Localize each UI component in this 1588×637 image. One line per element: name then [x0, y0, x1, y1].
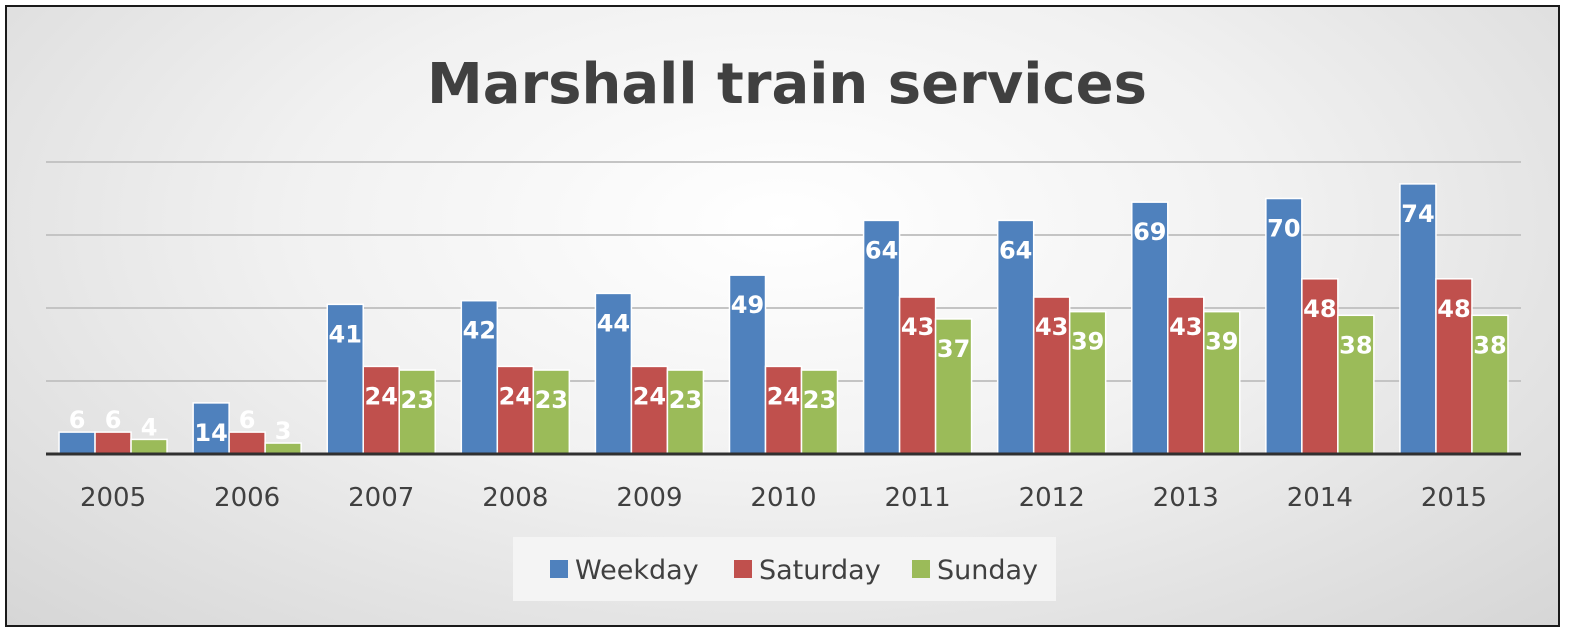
bar-sunday-2009	[666, 369, 705, 455]
bar-sunday-2014	[1337, 314, 1375, 455]
data-label-saturday-2010: 24	[767, 382, 800, 410]
data-label-weekday-2005: 6	[69, 406, 86, 434]
bar-weekday-2008	[460, 299, 499, 455]
legend-box	[513, 537, 1056, 601]
data-label-weekday-2007: 41	[329, 320, 362, 348]
x-tick-label: 2008	[482, 483, 548, 513]
x-tick-label: 2015	[1421, 483, 1487, 513]
data-label-saturday-2008: 24	[499, 382, 532, 410]
x-tick-label: 2009	[616, 483, 682, 513]
bar-saturday-2014	[1301, 278, 1339, 455]
data-label-weekday-2008: 42	[463, 317, 496, 345]
bar-weekday-2014	[1265, 197, 1303, 455]
data-label-weekday-2006: 14	[194, 419, 227, 447]
data-label-weekday-2015: 74	[1401, 200, 1434, 228]
data-label-saturday-2012: 43	[1035, 313, 1068, 341]
data-label-weekday-2010: 49	[731, 291, 764, 319]
data-label-sunday-2006: 3	[275, 417, 292, 445]
data-label-weekday-2014: 70	[1267, 215, 1300, 243]
x-tick-label: 2010	[750, 483, 816, 513]
legend: Weekday Saturday Sunday	[513, 537, 1056, 601]
bar-sunday-2011	[934, 318, 973, 455]
data-label-sunday-2008: 23	[535, 386, 568, 414]
data-label-saturday-2011: 43	[901, 313, 934, 341]
data-label-sunday-2013: 39	[1205, 328, 1238, 356]
x-tick-label: 2011	[885, 483, 951, 513]
x-tick-label: 2012	[1019, 483, 1085, 513]
data-label-sunday-2009: 23	[669, 386, 702, 414]
x-tick-label: 2014	[1287, 483, 1353, 513]
data-label-sunday-2010: 23	[803, 386, 836, 414]
x-tick-label: 2007	[348, 483, 414, 513]
bar-sunday-2005	[130, 438, 168, 455]
x-tick-label: 2005	[80, 483, 146, 513]
data-label-saturday-2015: 48	[1437, 295, 1470, 323]
bar-sunday-2012	[1068, 310, 1107, 455]
bar-saturday-2006	[228, 431, 266, 455]
data-label-sunday-2012: 39	[1071, 328, 1104, 356]
bars	[58, 183, 1509, 455]
bar-weekday-2012	[996, 219, 1035, 455]
data-label-sunday-2015: 38	[1473, 331, 1506, 359]
x-axis: 2005 2006 2007 2008 2009 2010 2011 2012 2013 2014…	[46, 452, 1521, 513]
legend-label-sunday: Sunday	[937, 555, 1038, 586]
data-label-saturday-2014: 48	[1303, 295, 1336, 323]
bar-saturday-2005	[94, 431, 132, 455]
bar-weekday-2015	[1399, 183, 1437, 455]
data-label-sunday-2011: 37	[937, 335, 970, 363]
bar-saturday-2009	[630, 365, 669, 455]
data-label-weekday-2013: 69	[1133, 218, 1166, 246]
data-label-saturday-2006: 6	[239, 406, 256, 434]
bar-saturday-2011	[898, 296, 937, 455]
data-label-saturday-2009: 24	[633, 382, 666, 410]
data-label-saturday-2005: 6	[105, 406, 122, 434]
data-label-weekday-2012: 64	[999, 236, 1032, 264]
bar-weekday-2006	[192, 402, 230, 455]
legend-swatch-saturday	[734, 560, 752, 578]
legend-label-saturday: Saturday	[759, 555, 881, 586]
bar-weekday-2005	[58, 431, 96, 455]
bar-sunday-2008	[532, 369, 571, 455]
data-label-sunday-2014: 38	[1339, 331, 1372, 359]
x-tick-label: 2006	[214, 483, 280, 513]
bar-sunday-2015	[1471, 314, 1509, 455]
data-label-sunday-2005: 4	[141, 413, 158, 441]
legend-swatch-weekday	[550, 560, 568, 578]
bar-sunday-2010	[800, 369, 839, 455]
data-label-weekday-2009: 44	[597, 309, 630, 337]
bar-weekday-2013	[1131, 201, 1169, 455]
data-label-saturday-2013: 43	[1169, 313, 1202, 341]
bar-sunday-2013	[1203, 310, 1241, 455]
bar-weekday-2010	[728, 274, 767, 455]
legend-swatch-sunday	[912, 560, 930, 578]
chart-title: Marshall train services	[427, 52, 1147, 117]
legend-label-weekday: Weekday	[575, 555, 699, 586]
data-label-sunday-2007: 23	[401, 386, 434, 414]
x-tick-label: 2013	[1153, 483, 1219, 513]
data-label-weekday-2011: 64	[865, 236, 898, 264]
bar-weekday-2011	[862, 219, 901, 455]
data-label-saturday-2007: 24	[365, 382, 398, 410]
chart-frame: Marshall train services 6 6 4 14 6 3 41 24 23 42 2…	[5, 5, 1560, 627]
